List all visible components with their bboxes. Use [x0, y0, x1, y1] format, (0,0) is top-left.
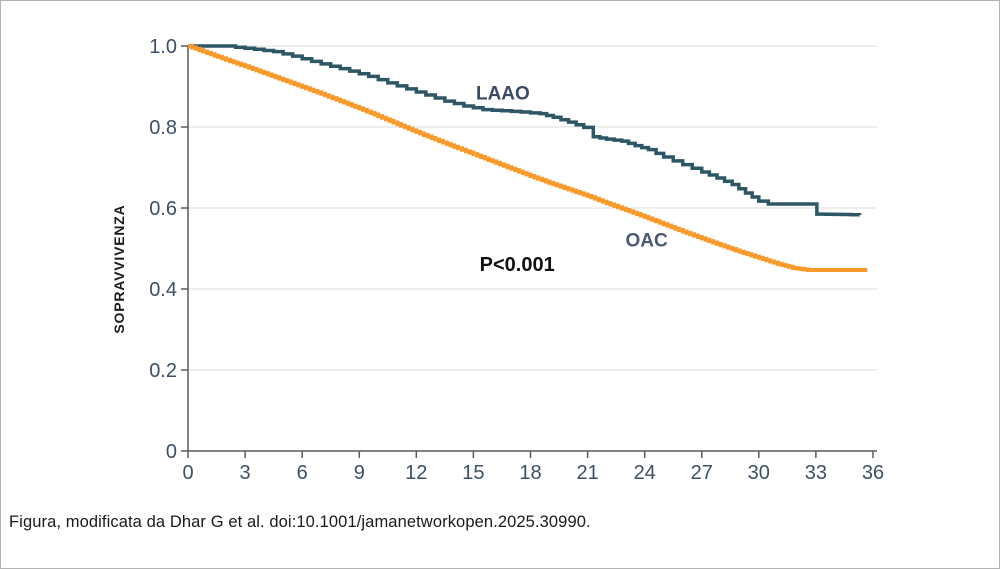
x-tick-label: 0 — [182, 462, 193, 484]
x-tick-label: 21 — [576, 462, 598, 484]
x-tick-label: 36 — [862, 462, 884, 484]
x-tick-label: 6 — [297, 462, 308, 484]
oac-curve — [188, 44, 868, 272]
y-tick-label: 0.8 — [149, 117, 177, 139]
x-tick-label: 24 — [634, 462, 656, 484]
y-tick-label: 0.4 — [149, 279, 177, 301]
p-value-annotation: P<0.001 — [480, 254, 555, 276]
x-tick-label: 3 — [240, 462, 251, 484]
x-tick-label: 30 — [748, 462, 770, 484]
x-tick-label: 15 — [462, 462, 484, 484]
y-tick-label: 0 — [166, 441, 177, 463]
x-tick-label: 9 — [354, 462, 365, 484]
x-tick-label: 27 — [691, 462, 713, 484]
y-tick-label: 0.2 — [149, 360, 177, 382]
y-axis-title: SOPRAVVIVENZA — [111, 204, 127, 333]
oac-series-label: OAC — [625, 231, 668, 252]
laao-curve — [188, 44, 862, 217]
laao-series-label: LAAO — [476, 84, 530, 105]
y-tick-label: 1.0 — [149, 36, 177, 58]
x-tick-label: 18 — [519, 462, 541, 484]
x-tick-label: 12 — [405, 462, 427, 484]
y-tick-label: 0.6 — [149, 198, 177, 220]
figure-caption: Figura, modificata da Dhar G et al. doi:… — [9, 513, 591, 531]
survival-chart: 1.00.80.60.40.200 3 6 9 12 15 18 21 24 27 30 33 36SO… — [111, 36, 884, 484]
x-tick-label: 33 — [805, 462, 827, 484]
